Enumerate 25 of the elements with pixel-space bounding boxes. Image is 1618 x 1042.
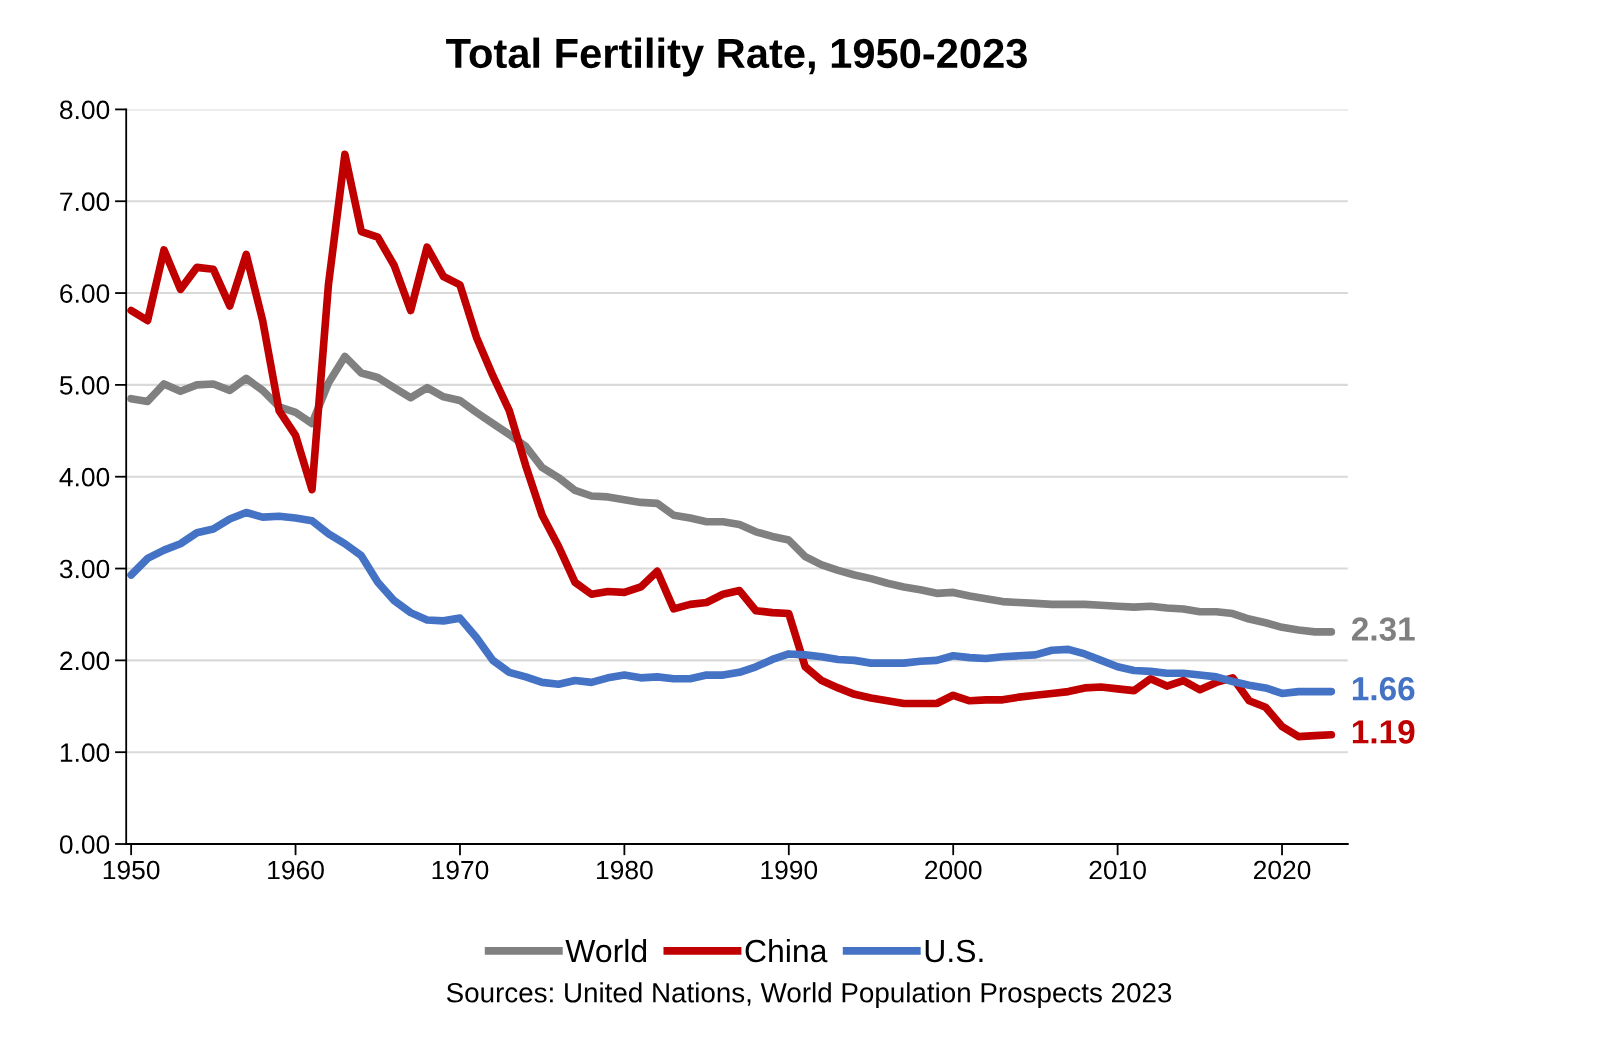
source-note: Sources: United Nations, World Population Prospects 2023 xyxy=(446,982,1172,1009)
x-tick-label: 2020 xyxy=(1254,860,1311,880)
y-tick-label: 8.00 xyxy=(60,100,110,120)
y-tick-label: 0.00 xyxy=(59,835,110,854)
y-tick-label: 1.00 xyxy=(60,743,110,763)
y-tick-label: 3.00 xyxy=(59,559,110,579)
y-tick-label: 7.00 xyxy=(60,192,110,212)
data-label: 2.31 xyxy=(1351,617,1415,641)
y-tick-label: 5.00 xyxy=(59,376,110,395)
y-tick-label: 4.00 xyxy=(59,467,110,487)
x-tick-label: 1960 xyxy=(268,860,324,880)
x-tick-label: 1970 xyxy=(432,860,489,880)
legend-label: China xyxy=(745,938,828,963)
legend-label: World xyxy=(565,938,647,963)
data-label: 1.66 xyxy=(1352,676,1415,701)
y-tick-label: 6.00 xyxy=(60,284,110,303)
data-label: 1.19 xyxy=(1352,720,1415,744)
x-tick-label: 2010 xyxy=(1089,860,1146,880)
legend-label: U.S. xyxy=(925,939,983,963)
x-tick-label: 1980 xyxy=(597,860,653,880)
x-tick-label: 1990 xyxy=(761,860,818,880)
x-tick-label: 2000 xyxy=(925,860,982,880)
chart-title: Total Fertility Rate, 1950-2023 xyxy=(446,37,1027,77)
y-tick-label: 2.00 xyxy=(60,651,110,671)
x-tick-label: 1950 xyxy=(103,860,160,880)
